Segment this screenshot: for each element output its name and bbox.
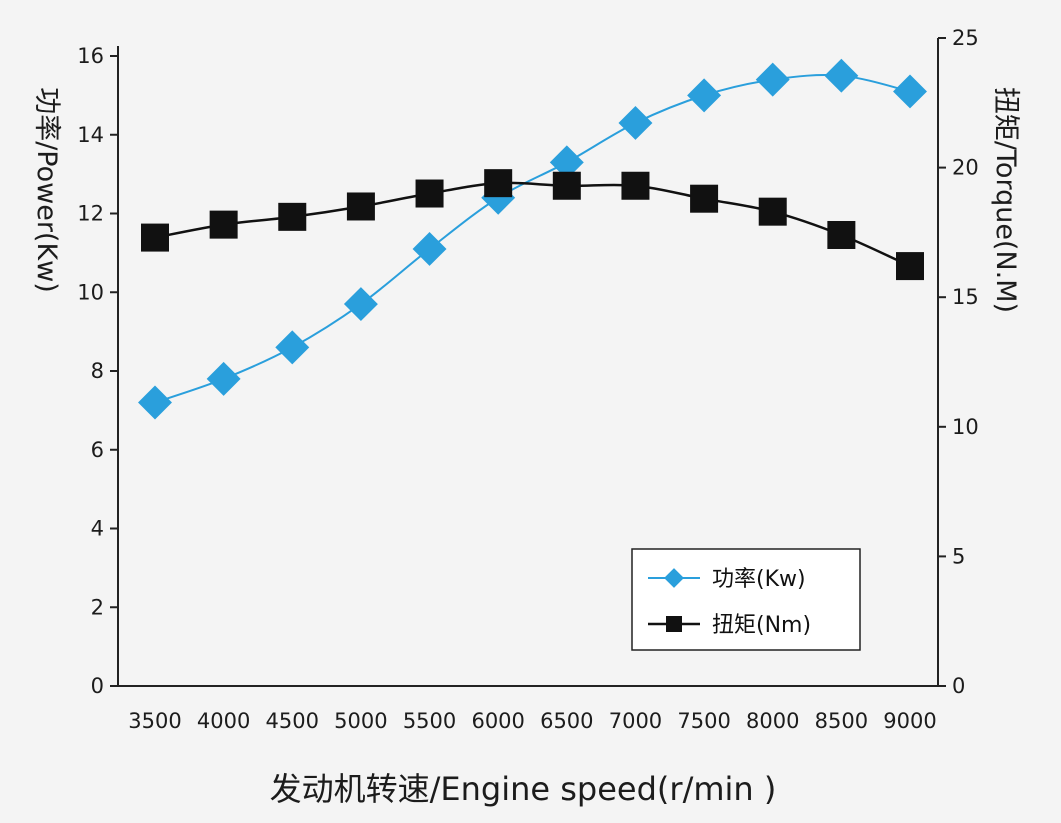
- torque-point: [209, 210, 238, 239]
- series-layer: [138, 58, 927, 420]
- right-y-axis-title: 扭矩/Torque(N.M): [990, 87, 1021, 313]
- power-point: [824, 58, 859, 93]
- legend: 功率(Kw) 扭矩(Nm): [631, 548, 861, 651]
- torque-point: [141, 223, 169, 252]
- power-point: [687, 78, 722, 113]
- right-y-tick-label: 0: [952, 674, 965, 698]
- x-tick-label: 8000: [746, 709, 799, 733]
- power-point: [343, 287, 378, 322]
- x-tick-label: 5000: [334, 709, 387, 733]
- torque-point: [484, 169, 513, 198]
- x-tick-label: 9000: [883, 709, 936, 733]
- x-ticks: 3500 4000 4500 5000 5500 6000 6500 7000 7500 8000…: [128, 709, 936, 733]
- power-point: [138, 385, 172, 420]
- x-tick-label: 7500: [677, 709, 730, 733]
- torque-point: [758, 197, 787, 226]
- legend-box: [631, 548, 861, 651]
- power-point: [206, 361, 241, 396]
- right-y-ticks: 0 5 10 15 20 25: [938, 26, 979, 698]
- torque-point: [278, 202, 307, 231]
- x-tick-label: 6500: [540, 709, 593, 733]
- x-tick-label: 4000: [197, 709, 250, 733]
- right-y-tick-label: 20: [952, 156, 979, 180]
- legend-power-marker: [664, 568, 684, 588]
- axes: [117, 38, 939, 687]
- series-line: [154, 74, 911, 404]
- right-y-tick-label: 15: [952, 285, 979, 309]
- left-y-ticks: 0 2 4 6 8 10 12 14 16: [77, 44, 118, 698]
- x-axis-title: 发动机转速/Engine speed(r/min ): [270, 770, 777, 808]
- right-y-tick-label: 25: [952, 26, 979, 50]
- power-point: [893, 74, 927, 109]
- left-y-tick-label: 12: [77, 202, 104, 226]
- left-y-tick-label: 10: [77, 280, 104, 304]
- right-y-tick-label: 5: [952, 544, 965, 568]
- legend-power-label: 功率(Kw): [712, 567, 806, 592]
- left-y-tick-label: 6: [91, 438, 104, 462]
- series-line: [154, 181, 911, 268]
- right-y-tick-label: 10: [952, 415, 979, 439]
- torque-point: [415, 179, 444, 208]
- x-tick-label: 4500: [266, 709, 319, 733]
- left-y-tick-label: 8: [91, 359, 104, 383]
- torque-point: [690, 184, 719, 213]
- torque-point: [346, 192, 375, 221]
- torque-point: [896, 252, 924, 281]
- legend-torque-marker: [666, 616, 682, 632]
- x-tick-label: 7000: [609, 709, 662, 733]
- series-power: [138, 58, 927, 420]
- torque-point: [621, 171, 650, 200]
- x-tick-label: 3500: [128, 709, 181, 733]
- power-point: [618, 105, 653, 140]
- x-tick-label: 8500: [815, 709, 868, 733]
- power-point: [412, 231, 447, 266]
- legend-torque-label: 扭矩(Nm): [712, 613, 811, 638]
- left-y-tick-label: 4: [91, 517, 104, 541]
- left-y-tick-label: 16: [77, 44, 104, 68]
- x-tick-label: 5500: [403, 709, 456, 733]
- left-y-tick-label: 0: [91, 674, 104, 698]
- torque-point: [827, 220, 856, 249]
- x-tick-label: 6000: [471, 709, 524, 733]
- left-y-axis-title: 功率/Power(Kw): [31, 87, 62, 293]
- power-point: [549, 145, 584, 180]
- series-torque: [141, 169, 924, 281]
- power-point: [275, 330, 310, 365]
- power-point: [755, 62, 790, 97]
- torque-point: [552, 171, 581, 200]
- left-y-tick-label: 2: [91, 595, 104, 619]
- left-y-tick-label: 14: [77, 123, 104, 147]
